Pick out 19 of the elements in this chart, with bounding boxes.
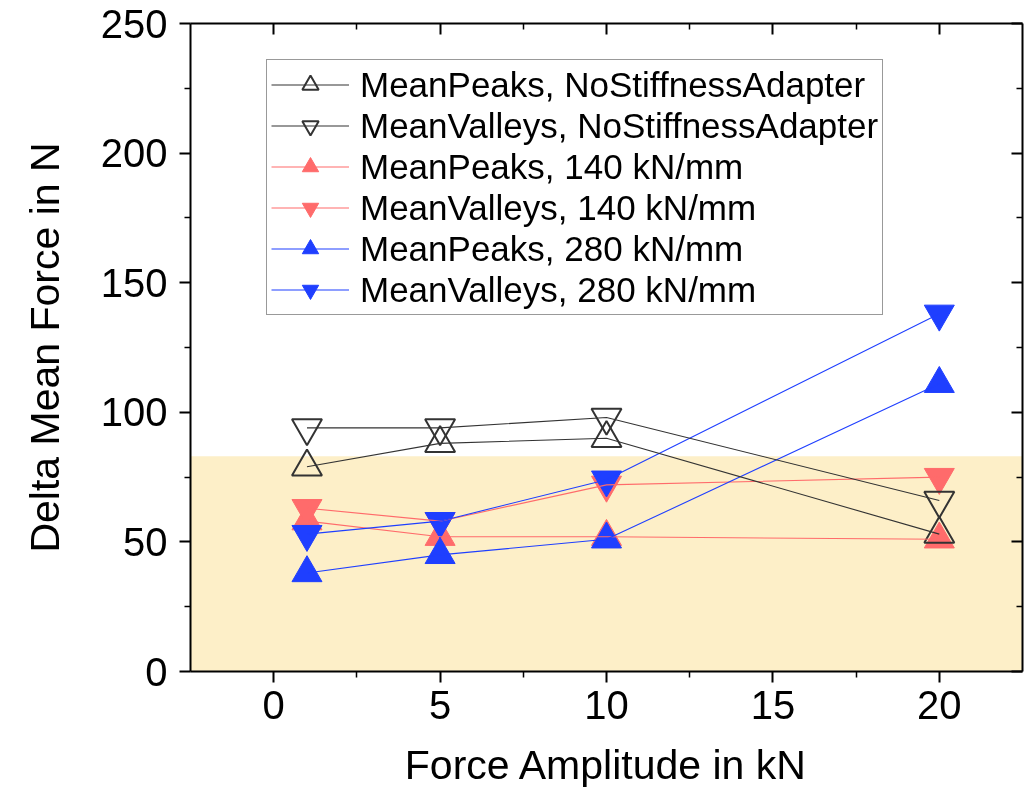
x-tick-label: 10 — [584, 682, 629, 727]
legend-label: MeanValleys, NoStiffnessAdapter — [360, 105, 879, 146]
legend-label: MeanPeaks, 140 kN/mm — [360, 146, 744, 187]
x-tick-label: 20 — [917, 682, 962, 727]
y-axis-title: Delta Mean Force in N — [21, 142, 68, 553]
x-tick-label: 15 — [750, 682, 796, 727]
y-tick-label: 200 — [100, 131, 168, 176]
y-tick-label: 0 — [145, 649, 168, 694]
x-tick-label: 0 — [262, 682, 285, 727]
y-tick-label: 100 — [100, 390, 168, 435]
legend-label: MeanValleys, 140 kN/mm — [360, 187, 757, 228]
x-tick-label: 5 — [428, 682, 452, 727]
legend-label: MeanValleys, 280 kN/mm — [360, 269, 757, 310]
y-tick-label: 150 — [100, 260, 168, 305]
legend-label: MeanPeaks, 280 kN/mm — [360, 228, 744, 269]
y-tick-label: 250 — [100, 1, 168, 46]
y-tick-label: 50 — [123, 519, 168, 564]
legend-label: MeanPeaks, NoStiffnessAdapter — [360, 64, 866, 105]
x-axis-title: Force Amplitude in kN — [404, 741, 806, 788]
